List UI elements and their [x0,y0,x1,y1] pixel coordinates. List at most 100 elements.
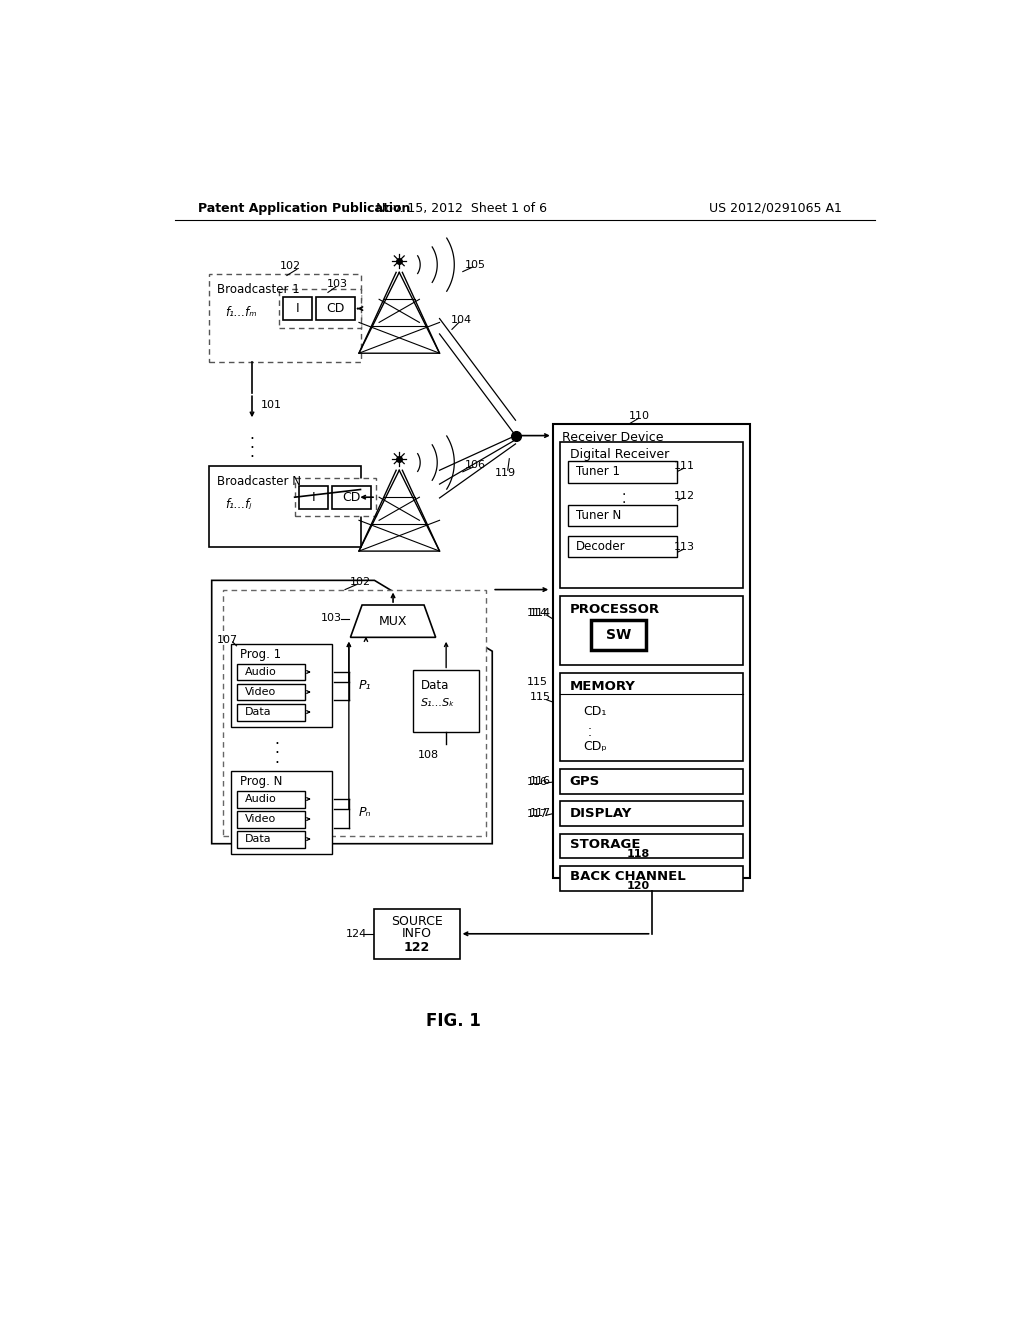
Bar [283,297,312,321]
Text: 118: 118 [627,849,649,859]
Text: 102: 102 [350,577,371,587]
Text: f₁...fⱼ: f₁...fⱼ [225,499,251,511]
Bar [238,791,305,808]
Text: SW: SW [606,628,631,642]
Text: 124: 124 [346,929,368,939]
Text: DISPLAY: DISPLAY [569,807,632,820]
Text: 116: 116 [529,776,551,785]
Bar [568,536,677,557]
Text: 105: 105 [465,260,485,269]
Bar [560,834,742,858]
Bar [238,684,305,701]
Bar [553,424,751,878]
Text: STORAGE: STORAGE [569,838,640,851]
Text: FIG. 1: FIG. 1 [426,1012,481,1030]
Text: Video: Video [245,814,276,824]
Text: 106: 106 [465,459,485,470]
Text: 117: 117 [526,809,548,818]
Text: Tuner 1: Tuner 1 [575,465,620,478]
Text: .: . [250,436,254,451]
Bar [560,673,742,762]
Bar [560,770,742,793]
Text: 102: 102 [281,261,301,271]
Polygon shape [212,581,493,843]
Bar [332,486,371,508]
Text: .: . [250,426,254,442]
Bar [414,671,479,733]
Text: .: . [588,718,592,731]
Text: CD: CD [327,302,345,315]
Text: 115: 115 [529,693,551,702]
Text: 110: 110 [629,412,650,421]
Text: .: . [622,492,627,506]
Text: 119: 119 [495,467,516,478]
Bar [238,704,305,721]
Bar [299,486,328,508]
Text: 117: 117 [529,808,551,818]
Text: Nov. 15, 2012  Sheet 1 of 6: Nov. 15, 2012 Sheet 1 of 6 [376,202,547,215]
Text: Digital Receiver: Digital Receiver [569,447,669,461]
Polygon shape [350,605,435,638]
Text: .: . [250,445,254,461]
Bar [568,461,677,483]
Text: SOURCE: SOURCE [391,915,443,928]
Text: Broadcaster N: Broadcaster N [217,475,301,488]
Text: MUX: MUX [379,615,408,628]
Text: Prog. N: Prog. N [241,775,283,788]
Bar [375,909,460,960]
Text: Audio: Audio [245,667,276,677]
Text: 103: 103 [327,279,348,289]
Text: Video: Video [245,686,276,697]
Text: CD: CD [342,491,360,504]
Bar [560,442,742,589]
Text: Data: Data [245,708,271,717]
Text: .: . [274,742,280,756]
Text: 115: 115 [526,677,548,686]
Text: I: I [296,302,300,315]
Text: MEMORY: MEMORY [569,680,636,693]
Text: .: . [274,751,280,766]
Text: Audio: Audio [245,795,276,804]
Bar [560,866,742,891]
Bar [592,620,646,649]
Text: GPS: GPS [569,775,600,788]
Text: 103: 103 [321,612,342,623]
Bar [231,644,332,726]
Text: 104: 104 [451,315,472,325]
Text: 114: 114 [529,607,551,618]
Text: PROCESSOR: PROCESSOR [569,603,659,616]
Text: Data: Data [421,680,450,693]
Text: Prog. 1: Prog. 1 [241,648,282,661]
Bar [209,466,360,548]
Text: .: . [274,733,280,747]
Text: 113: 113 [674,543,695,552]
Text: .: . [588,726,592,739]
Text: 112: 112 [674,491,695,500]
Text: 114: 114 [526,607,548,618]
Text: Patent Application Publication: Patent Application Publication [198,202,411,215]
Text: 116: 116 [526,777,548,787]
Text: Data: Data [245,834,271,843]
Text: Pₙ: Pₙ [359,805,372,818]
Text: Receiver Device: Receiver Device [562,432,664,445]
Bar [280,289,360,327]
Text: 111: 111 [674,462,695,471]
Text: CDₚ: CDₚ [584,741,607,754]
Bar [238,810,305,828]
Text: CD₁: CD₁ [584,705,607,718]
Text: f₁...fₘ: f₁...fₘ [225,306,256,319]
Text: Tuner N: Tuner N [575,510,622,523]
Bar [238,664,305,681]
Text: BACK CHANNEL: BACK CHANNEL [569,870,685,883]
Bar [231,771,332,854]
Bar [560,595,742,665]
Bar [295,478,376,516]
Bar [316,297,355,321]
Bar [238,830,305,847]
Text: 108: 108 [418,750,439,760]
Text: S₁...Sₖ: S₁...Sₖ [421,698,455,708]
Text: US 2012/0291065 A1: US 2012/0291065 A1 [710,202,842,215]
Text: .: . [622,484,627,498]
Text: I: I [311,491,315,504]
Bar [209,275,360,363]
